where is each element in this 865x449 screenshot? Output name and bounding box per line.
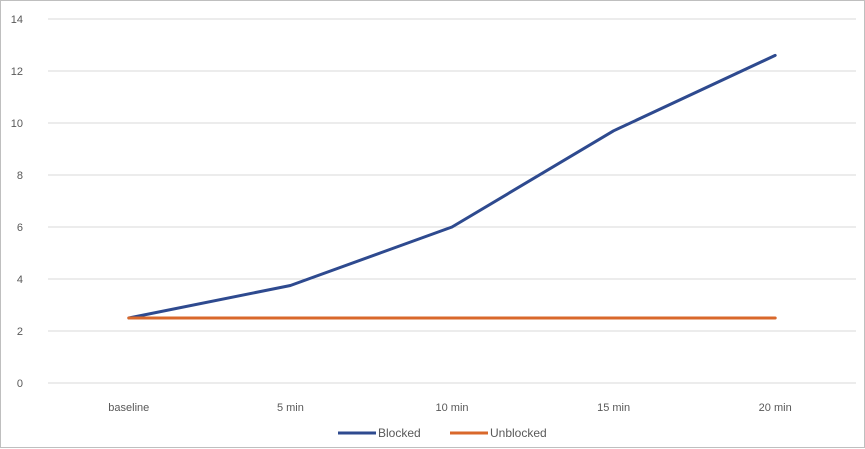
y-tick-label: 0 <box>17 378 23 390</box>
x-tick-label: 10 min <box>435 402 468 414</box>
y-tick-label: 4 <box>17 274 23 286</box>
y-tick-label: 2 <box>17 326 23 338</box>
x-axis-ticks: baseline 5 min 10 min 15 min 20 min <box>108 402 791 414</box>
y-tick-label: 10 <box>11 118 23 130</box>
y-tick-label: 6 <box>17 222 23 234</box>
x-tick-label: 20 min <box>759 402 792 414</box>
y-tick-label: 14 <box>11 14 23 26</box>
legend-label-blocked: Blocked <box>378 426 421 440</box>
legend-label-unblocked: Unblocked <box>490 426 547 440</box>
x-tick-label: 5 min <box>277 402 304 414</box>
y-tick-label: 12 <box>11 66 23 78</box>
x-tick-label: baseline <box>108 402 149 414</box>
y-axis-ticks: 0 2 4 6 8 10 12 14 <box>11 14 23 390</box>
x-tick-label: 15 min <box>597 402 630 414</box>
legend: Blocked Unblocked <box>338 426 547 440</box>
y-tick-label: 8 <box>17 170 23 182</box>
